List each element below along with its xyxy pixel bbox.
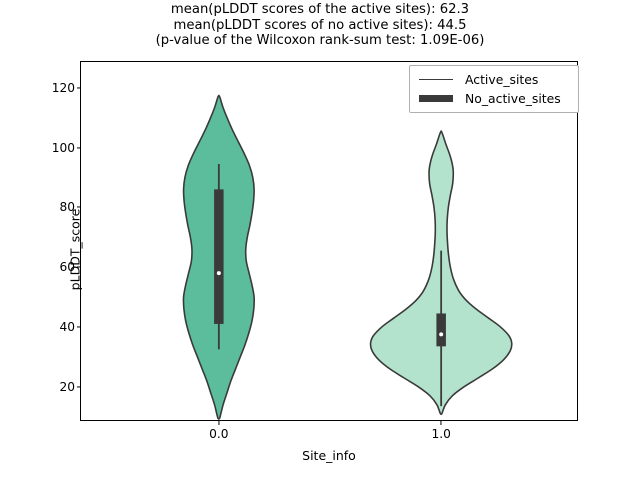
y-tick-mark (76, 87, 81, 89)
x-tick-label: 1.0 (431, 427, 451, 441)
y-tick-label: 100 (51, 140, 75, 155)
thin-line-key (416, 78, 456, 81)
violin-series-layer (81, 62, 579, 422)
legend-label-active-sites: Active_sites (465, 72, 539, 87)
x-axis-label: Site_info (302, 448, 356, 463)
x-tick-label: 0.0 (209, 427, 229, 441)
x-tick-mark (218, 420, 220, 425)
title-line-2: mean(pLDDT scores of no active sites): 4… (173, 17, 467, 33)
interquartile-box (214, 189, 224, 324)
title-line-3: (p-value of the Wilcoxon rank-sum test: … (155, 33, 485, 49)
y-tick-mark (76, 206, 81, 208)
legend-item-no-active-sites[interactable]: No_active_sites (416, 89, 572, 108)
y-tick-label: 80 (59, 200, 75, 215)
y-tick-label: 20 (59, 379, 75, 394)
violin-active-sites (182, 94, 256, 420)
y-tick-mark (76, 386, 81, 388)
legend: Active_sites No_active_sites (409, 65, 579, 113)
y-tick-mark (76, 146, 81, 149)
y-tick-label: 60 (59, 260, 75, 275)
title-line-1: mean(pLDDT scores of the active sites): … (170, 2, 470, 17)
x-tick-mark (440, 420, 442, 425)
median-marker (216, 271, 221, 276)
legend-item-active-sites[interactable]: Active_sites (416, 70, 572, 89)
y-tick-label: 120 (51, 80, 75, 95)
y-tick-mark (76, 326, 81, 328)
y-tick-mark (76, 266, 81, 268)
legend-label-no-active-sites: No_active_sites (465, 91, 561, 106)
interquartile-box (436, 313, 446, 347)
violin-shapes (182, 94, 513, 420)
median-marker (439, 332, 444, 337)
thick-bar-key (416, 94, 456, 103)
plot-area: pLDDT_score 20 40 60 80 100 120 0.0 1.0 Active… (52, 61, 579, 441)
chart-title: mean(pLDDT scores of the active sites): … (0, 2, 640, 49)
violin-no-active-sites (369, 130, 513, 416)
y-tick-label: 40 (59, 319, 75, 334)
